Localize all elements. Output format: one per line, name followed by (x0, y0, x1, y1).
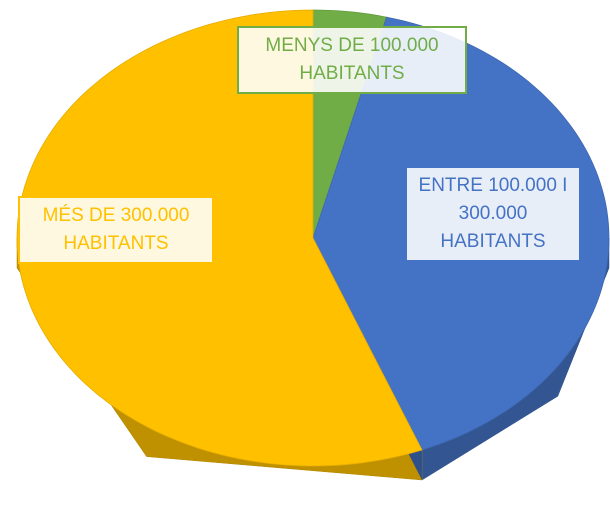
slice (16, 9, 423, 467)
slice-label: ENTRE 100.000 I 300.000 HABITANTS (405, 166, 581, 262)
slice-label: MENYS DE 100.000 HABITANTS (237, 26, 467, 94)
slice-label: MÉS DE 300.000 HABITANTS (18, 196, 214, 264)
